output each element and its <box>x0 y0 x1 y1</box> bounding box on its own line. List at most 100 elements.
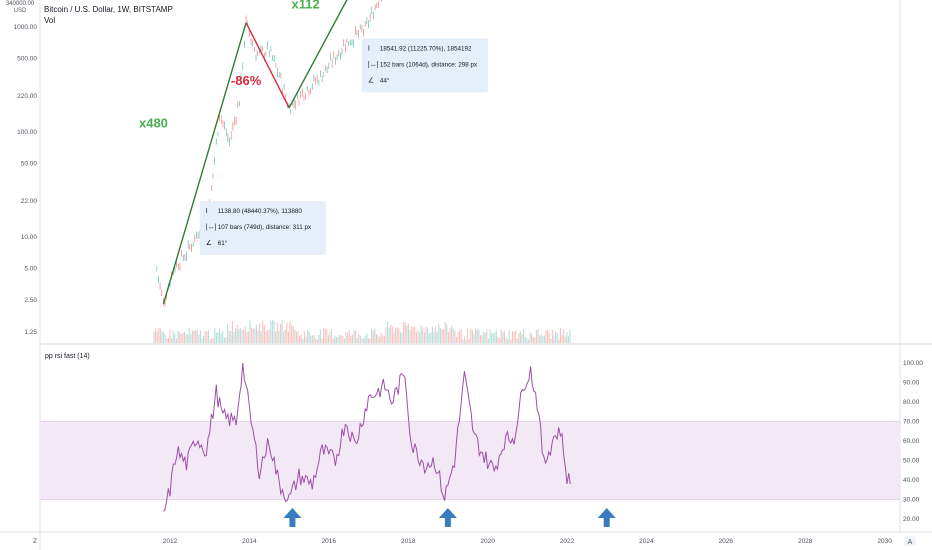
volume-bar <box>353 330 355 343</box>
auto-scale-icon: A <box>908 539 913 546</box>
volume-bar <box>196 329 198 343</box>
trend-line <box>245 22 290 109</box>
volume-bar <box>435 326 437 343</box>
volume-bar <box>169 329 171 343</box>
volume-bar <box>547 329 549 343</box>
volume-bar <box>532 336 534 343</box>
volume-bar <box>423 332 425 343</box>
volume-bar <box>254 328 256 343</box>
volume-bar <box>220 333 222 343</box>
price-axis-tick: 2.50 <box>24 297 37 304</box>
volume-bar <box>497 336 499 343</box>
volume-bar <box>539 335 541 343</box>
volume-bar <box>443 329 445 343</box>
volume-bar <box>382 335 384 343</box>
volume-bar <box>428 333 430 343</box>
volume-bar <box>500 329 502 343</box>
volume-bar <box>375 334 377 343</box>
volume-bar <box>542 335 544 343</box>
chart-annotation: x112 <box>292 0 320 12</box>
volume-bar <box>183 331 185 343</box>
volume-bar <box>249 320 251 343</box>
chart-header: Bitcoin / U.S. Dollar, 1W, BITSTAMP Vol <box>44 4 173 26</box>
volume-bar <box>311 335 313 343</box>
volume-bar <box>451 326 453 343</box>
volume-bar <box>319 329 321 343</box>
volume-bar <box>270 320 272 343</box>
volume-bar <box>219 328 221 343</box>
volume-bar <box>164 334 166 343</box>
volume-bar <box>372 330 374 343</box>
time-axis-tick: 2028 <box>798 538 813 545</box>
price-axis-tick: 50.00 <box>21 161 38 168</box>
volume-bar <box>287 331 289 343</box>
callout-text: 61° <box>218 239 228 247</box>
volume-bar <box>305 336 307 343</box>
price-candles <box>156 0 383 308</box>
volume-bar <box>404 322 406 343</box>
volume-bar <box>294 329 296 343</box>
volume-bar <box>190 334 192 343</box>
volume-bar <box>283 331 285 343</box>
volume-bar <box>529 332 531 343</box>
volume-bar <box>323 328 325 343</box>
volume-bar <box>411 326 413 343</box>
volume-bar <box>569 329 571 343</box>
volume-bar <box>398 328 400 343</box>
rsi-axis-tick: 20.00 <box>903 516 920 523</box>
auto-scale-button[interactable]: A <box>904 536 916 546</box>
volume-bar <box>175 338 177 343</box>
volume-bar <box>279 324 281 343</box>
volume-bar <box>518 333 520 343</box>
callout-icon: ∠ <box>368 76 374 84</box>
volume-bar <box>420 325 422 343</box>
volume-bar <box>561 335 563 343</box>
volume-bar <box>364 335 366 343</box>
rsi-axis-tick: 30.00 <box>903 497 920 504</box>
volume-bar <box>355 330 357 343</box>
volume-bar <box>241 329 243 343</box>
rsi-axis-tick: 90.00 <box>903 380 920 387</box>
volume-bar <box>563 329 565 343</box>
volume-bar <box>430 332 432 343</box>
volume-bar <box>487 338 489 343</box>
volume-bar <box>540 334 542 343</box>
callout-text: 18541.92 (11225.70%), 1854192 <box>380 45 472 52</box>
volume-bar <box>444 322 446 343</box>
volume-bar <box>388 327 390 343</box>
volume-bar <box>275 331 277 343</box>
volume-bar <box>467 328 469 343</box>
usd-top-value: 340000.00 <box>5 1 35 7</box>
volume-bar <box>348 330 350 343</box>
time-axis-tick: 2012 <box>163 538 178 545</box>
volume-bar <box>550 338 552 343</box>
volume-bar <box>203 335 205 343</box>
volume-bar <box>179 332 181 343</box>
volume-bar <box>511 330 513 343</box>
usd-currency: USD <box>13 8 27 14</box>
volume-bar <box>380 333 382 343</box>
volume-bar <box>307 329 309 343</box>
volume-bar <box>278 331 280 343</box>
volume-bar <box>548 332 550 343</box>
volume-bar <box>350 335 352 343</box>
volume-bar <box>524 337 526 343</box>
volume-bar <box>470 328 472 343</box>
callout-icon: ∠ <box>206 239 212 247</box>
up-arrow-icon <box>597 508 616 527</box>
symbol-title[interactable]: Bitcoin / U.S. Dollar, 1W, BITSTAMP <box>44 5 173 14</box>
volume-label[interactable]: Vol <box>44 16 56 25</box>
callout-bg <box>361 38 488 93</box>
volume-bar <box>316 339 318 343</box>
volume-bar <box>401 332 403 343</box>
volume-bar <box>153 331 155 343</box>
volume-bar <box>310 335 312 343</box>
volume-bar <box>390 324 392 343</box>
volume-bar <box>366 333 368 343</box>
volume-bar <box>503 330 505 343</box>
rsi-axis-tick: 60.00 <box>903 438 920 445</box>
volume-bar <box>508 330 510 343</box>
volume-bar <box>483 331 485 343</box>
